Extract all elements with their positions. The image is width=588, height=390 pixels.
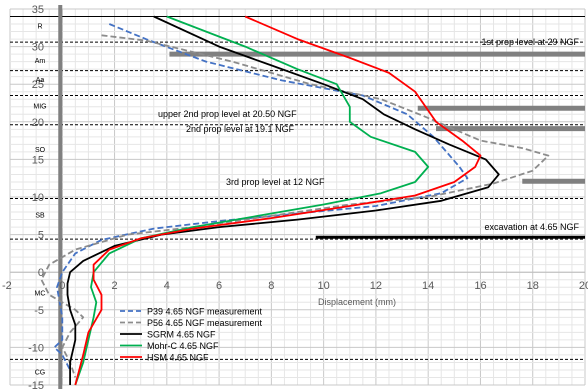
grid [9,8,586,386]
prop-label: upper 2nd prop level at 20.50 NGF [158,109,297,119]
strata-label: CG [35,369,46,376]
y-tick-label: 30 [32,42,44,54]
x-tick-label: 4 [164,280,170,292]
y-tick-label: 5 [38,230,44,242]
x-tick-label: 8 [268,280,274,292]
tick-labels: 0 2 4 6 8 10 12 14 16 18 20 -2 -15 -10 -5 0 5 10 15 20 25 30 3… [2,4,588,390]
x-tick-label: 18 [527,280,539,292]
x-tick-label: 10 [318,280,330,292]
series-line-3 [74,15,430,386]
prop-label: 3rd prop level at 12 NGF [226,177,325,187]
x-tick-label: 6 [216,280,222,292]
legend-entry: P39 4.65 NGF measurement [147,307,263,317]
x-tick-label: 16 [474,280,486,292]
x-tick-label: 20 [579,280,588,292]
series-line-4 [74,15,482,386]
strata-label: MIG [33,103,46,110]
y-tick-label: 0 [38,267,44,279]
y-tick-label: -5 [34,305,44,317]
series-lines [40,15,550,386]
x-tick-label: 14 [422,280,434,292]
y-tick-label: -10 [28,342,44,354]
legend-entry: Mohr-C 4.65 NGF [147,341,219,351]
strata-label: SO [35,147,46,154]
x-axis-label: Displacement (mm) [318,297,396,307]
series-line-1 [40,34,550,378]
x-tick-label: 12 [370,280,382,292]
y-tick-label: 35 [32,4,44,16]
y-tick-label: 15 [32,154,44,166]
x-tick-label: -2 [2,280,12,292]
y-tick-label: 20 [32,117,44,129]
strata-label: R [37,24,42,31]
strata-label: SB [35,212,45,219]
y-tick-label: 25 [32,79,44,91]
prop-label: 2nd prop level at 19.1 NGF [186,124,295,134]
y-tick-label: -15 [28,380,44,390]
series-line-2 [66,15,500,385]
x-tick-label: 2 [111,280,117,292]
strata-label: MC [35,291,46,298]
legend-entry: SGRM 4.65 NGF [147,330,216,340]
y-tick-label: 10 [32,192,44,204]
legend-entry: P56 4.65 NGF measurement [147,318,263,328]
legend-entry: HSM 4.65 NGF [147,353,209,363]
x-tick-label: 0 [59,280,65,292]
strata-labels: R Am Aa MIG SO SB MC CG [33,24,46,377]
strata-label: Am [35,58,46,65]
prop-label: excavation at 4.65 NGF [484,222,579,232]
strata-label: Aa [36,77,45,84]
prop-label: 1st prop level at 29 NGF [481,37,579,47]
